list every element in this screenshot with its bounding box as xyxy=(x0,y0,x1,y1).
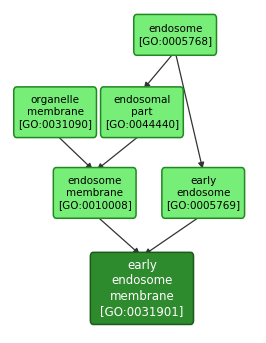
FancyBboxPatch shape xyxy=(53,167,136,218)
Text: organelle
membrane
[GO:0031090]: organelle membrane [GO:0031090] xyxy=(18,95,92,129)
Text: endosomal
part
[GO:0044440]: endosomal part [GO:0044440] xyxy=(105,95,179,129)
Text: endosome
membrane
[GO:0010008]: endosome membrane [GO:0010008] xyxy=(58,176,132,210)
FancyBboxPatch shape xyxy=(134,14,217,55)
Text: early
endosome
[GO:0005769]: early endosome [GO:0005769] xyxy=(166,176,240,210)
FancyBboxPatch shape xyxy=(14,87,97,138)
FancyBboxPatch shape xyxy=(90,252,194,324)
Text: early
endosome
membrane
[GO:0031901]: early endosome membrane [GO:0031901] xyxy=(100,259,184,318)
FancyBboxPatch shape xyxy=(101,87,183,138)
Text: endosome
[GO:0005768]: endosome [GO:0005768] xyxy=(138,24,212,46)
FancyBboxPatch shape xyxy=(162,167,245,218)
